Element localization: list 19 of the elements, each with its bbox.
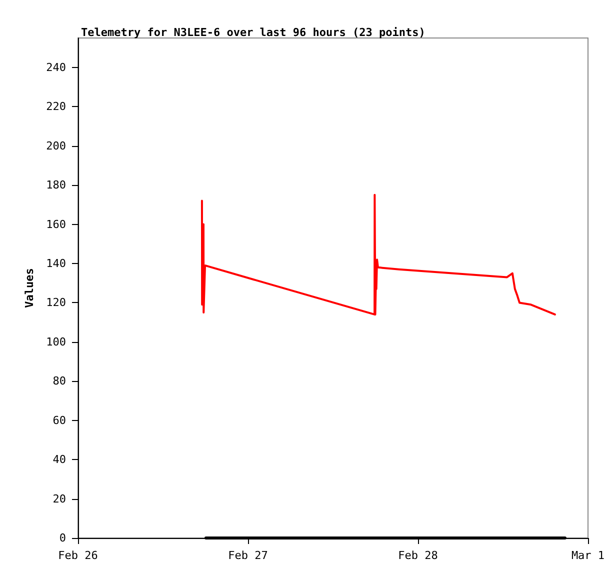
y-tick-label: 80 xyxy=(52,374,66,388)
x-tick-label: Mar 1 xyxy=(571,549,605,562)
y-tick-label: 200 xyxy=(46,139,66,152)
y-tick-label: 40 xyxy=(52,453,66,466)
y-tick-label: 20 xyxy=(52,492,66,506)
x-tick-label: Feb 27 xyxy=(228,549,268,562)
y-axis-title: Values xyxy=(23,268,36,308)
y-tick-label: 140 xyxy=(46,256,66,270)
y-tick-label: 60 xyxy=(52,414,66,427)
x-tick-label: Feb 28 xyxy=(398,549,438,562)
y-tick-label: 0 xyxy=(59,532,66,544)
y-tick-label: 120 xyxy=(46,296,66,310)
chart-title: Telemetry for N3LEE-6 over last 96 hours (23 points) xyxy=(81,26,426,39)
y-tick-label: 180 xyxy=(46,178,66,192)
y-tick-label: 240 xyxy=(46,60,66,74)
y-tick-label: 220 xyxy=(46,100,66,114)
y-tick-label: 100 xyxy=(46,335,66,348)
x-tick-label: Feb 26 xyxy=(58,549,98,562)
y-tick-label: 160 xyxy=(46,218,66,231)
